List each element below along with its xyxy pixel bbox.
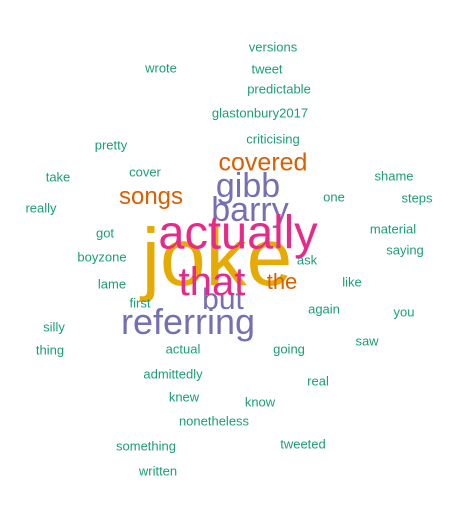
word-first: first <box>129 295 151 311</box>
word-pretty: pretty <box>94 137 128 153</box>
word-tweeted: tweeted <box>280 436 326 452</box>
word-covered: covered <box>218 148 308 177</box>
word-admittedly: admittedly <box>143 366 203 382</box>
word-again: again <box>308 301 340 317</box>
word-you: you <box>393 304 415 320</box>
word-songs: songs <box>118 183 184 210</box>
word-written: written <box>138 463 178 479</box>
word-cover: cover <box>129 164 161 180</box>
word-steps: steps <box>401 190 433 206</box>
word-that: that <box>178 260 246 304</box>
word-saying: saying <box>386 242 424 258</box>
word-joke: joke <box>141 212 293 303</box>
word-boyzone: boyzone <box>77 249 127 265</box>
word-real: real <box>307 373 329 389</box>
word-barry: barry <box>211 191 289 229</box>
word-going: going <box>273 341 305 357</box>
word-like: like <box>342 274 362 290</box>
word-but: but <box>202 283 244 316</box>
word-predictable: predictable <box>247 81 311 97</box>
word-material: material <box>369 221 417 237</box>
word-actually: actually <box>158 205 318 259</box>
word-something: something <box>116 438 176 454</box>
word-criticising: criticising <box>246 131 300 147</box>
word-gibb: gibb <box>215 167 281 205</box>
word-take: take <box>45 169 71 185</box>
word-tweet: tweet <box>251 61 283 77</box>
word-the: the <box>266 269 298 294</box>
word-knew: knew <box>168 389 200 405</box>
word-thing: thing <box>35 342 65 358</box>
word-actual: actual <box>165 341 201 357</box>
word-one: one <box>323 189 345 205</box>
word-nonetheless: nonetheless <box>178 413 250 429</box>
word-silly: silly <box>43 319 65 335</box>
word-saw: saw <box>355 333 379 349</box>
word-versions: versions <box>248 39 298 55</box>
word-lame: lame <box>97 276 127 292</box>
word-glastonbury2017: glastonbury2017 <box>211 105 309 121</box>
word-referring: referring <box>120 301 256 342</box>
word-ask: ask <box>296 252 318 268</box>
word-know: know <box>244 394 276 410</box>
word-shame: shame <box>374 168 414 184</box>
word-really: really <box>25 200 57 216</box>
word-wrote: wrote <box>145 60 177 76</box>
word-got: got <box>95 225 115 241</box>
